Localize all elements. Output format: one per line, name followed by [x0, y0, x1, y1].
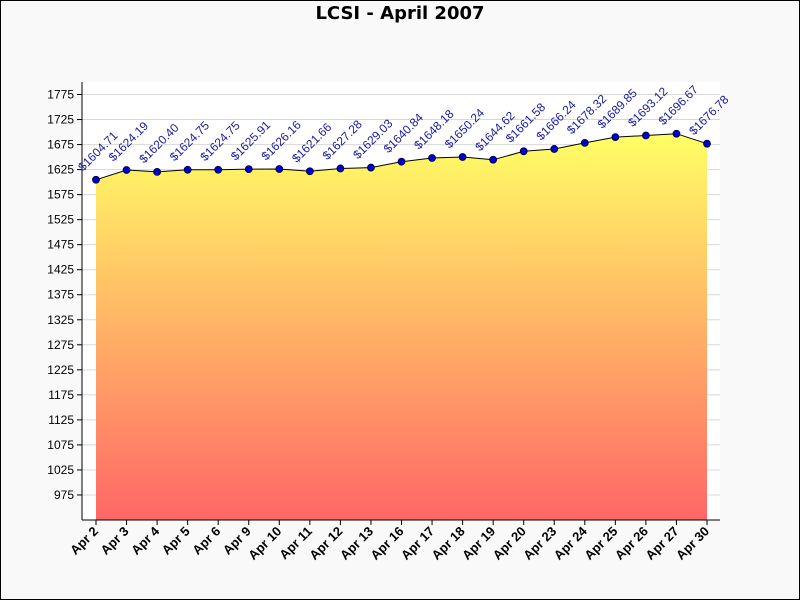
- y-tick-label: 1725: [47, 113, 74, 127]
- x-tick-label: Apr 30: [673, 524, 712, 563]
- x-tick-label: Apr 25: [581, 524, 620, 563]
- x-tick-label: Apr 4: [128, 523, 163, 558]
- y-tick-label: 1675: [47, 138, 74, 152]
- x-tick-label: Apr 6: [189, 524, 223, 558]
- y-tick-label: 1625: [47, 163, 74, 177]
- data-point: [397, 157, 406, 166]
- y-tick-label: 1275: [47, 338, 74, 352]
- data-point: [214, 165, 223, 174]
- data-point: [519, 147, 528, 156]
- y-tick-label: 975: [54, 488, 74, 502]
- y-tick-label: 1475: [47, 238, 74, 252]
- x-tick-label: Apr 20: [490, 524, 529, 563]
- y-tick-label: 1075: [47, 438, 74, 452]
- y-tick-label: 1525: [47, 213, 74, 227]
- x-tick-label: Apr 23: [520, 524, 559, 563]
- data-point: [428, 154, 436, 162]
- x-tick-label: Apr 2: [67, 524, 101, 558]
- x-tick-label: Apr 12: [306, 524, 345, 563]
- data-point: [244, 165, 253, 174]
- x-tick-label: Apr 11: [276, 524, 315, 563]
- data-point: [305, 167, 314, 176]
- data-point: [367, 163, 375, 172]
- data-point: [489, 155, 498, 164]
- x-tick-label: Apr 19: [459, 524, 498, 563]
- data-point: [580, 139, 589, 147]
- y-tick-label: 1375: [47, 288, 74, 302]
- x-tick-label: Apr 5: [159, 524, 193, 558]
- data-point: [275, 165, 284, 173]
- y-axis-ticks: 975 1025 1075 1125 1175 1225 1275 1325 1375 1425 1…: [47, 88, 82, 502]
- y-tick-label: 1125: [48, 413, 74, 427]
- y-tick-label: 1025: [47, 463, 74, 477]
- chart-title: LCSI - April 2007: [315, 3, 484, 24]
- y-tick-label: 1775: [47, 88, 74, 102]
- data-point: [92, 175, 100, 184]
- x-tick-label: Apr 13: [337, 524, 376, 563]
- x-tick-label: Apr 16: [367, 524, 406, 563]
- x-tick-label: Apr 17: [398, 524, 437, 563]
- data-point: [122, 166, 131, 174]
- data-point: [703, 139, 711, 148]
- data-point: [611, 133, 620, 142]
- x-tick-label: Apr 26: [612, 524, 651, 563]
- data-point: [672, 129, 681, 138]
- data-point: [642, 131, 650, 140]
- area-fill: [96, 133, 707, 520]
- x-tick-label: Apr 18: [428, 524, 467, 563]
- data-point: [458, 153, 467, 161]
- data-point: [153, 168, 162, 176]
- data-point: [183, 165, 192, 174]
- y-tick-label: 1575: [47, 188, 74, 202]
- y-tick-label: 1325: [47, 313, 74, 327]
- x-tick-label: Apr 10: [245, 524, 284, 563]
- y-tick-label: 1425: [47, 263, 74, 277]
- data-point: [550, 145, 559, 153]
- y-tick-label: 1225: [47, 363, 74, 377]
- data-points: [92, 129, 711, 184]
- x-tick-label: Apr 3: [98, 524, 132, 558]
- y-tick-label: 1175: [48, 388, 74, 402]
- x-tick-label: Apr 27: [642, 524, 681, 563]
- data-point: [336, 164, 345, 173]
